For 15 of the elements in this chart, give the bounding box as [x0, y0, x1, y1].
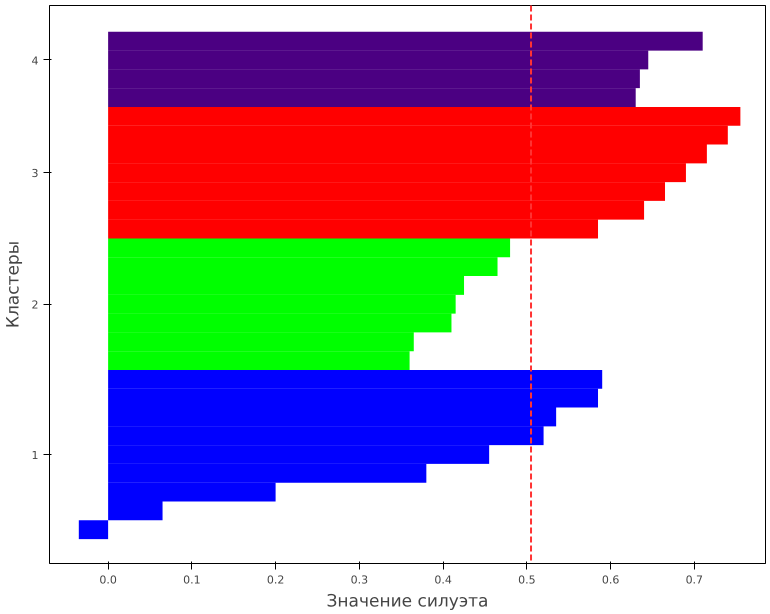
x-tick-label: 0.4: [434, 574, 452, 586]
x-tick-label: 0.7: [686, 574, 704, 586]
x-tick-label: 0.0: [99, 574, 117, 586]
bar: [78, 520, 108, 540]
x-tick-label: 0.6: [602, 574, 620, 586]
x-tick-label: 0.5: [518, 574, 536, 586]
y-tick-label: 3: [32, 167, 38, 180]
y-tick-label: 1: [32, 449, 38, 462]
y-tick-label: 4: [32, 54, 38, 68]
y-axis-title: Кластеры: [4, 240, 24, 328]
x-tick-label: 0.3: [350, 574, 368, 586]
x-axis-title: Значение силуэта: [326, 592, 488, 612]
y-tick-label: 2: [32, 298, 38, 312]
x-tick-label: 0.1: [183, 574, 201, 586]
x-tick-label: 0.2: [266, 574, 284, 586]
